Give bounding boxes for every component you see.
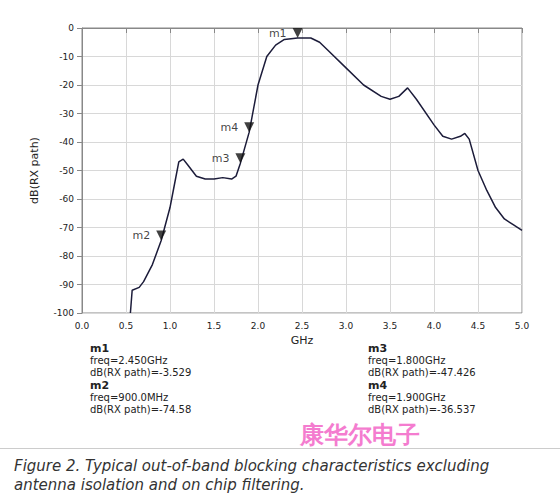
svg-text:3.5: 3.5 bbox=[383, 321, 397, 331]
svg-text:m2: m2 bbox=[132, 229, 150, 242]
svg-text:-60: -60 bbox=[59, 194, 74, 204]
svg-text:freq=2.450GHz: freq=2.450GHz bbox=[90, 355, 167, 366]
svg-text:-100: -100 bbox=[54, 308, 75, 318]
svg-text:freq=900.0MHz: freq=900.0MHz bbox=[90, 392, 168, 403]
svg-text:1.5: 1.5 bbox=[207, 321, 221, 331]
svg-text:3.0: 3.0 bbox=[339, 321, 354, 331]
svg-text:5.0: 5.0 bbox=[515, 321, 530, 331]
svg-text:m4: m4 bbox=[368, 379, 387, 392]
svg-text:0: 0 bbox=[68, 23, 74, 33]
svg-text:Figure 2. Typical out-of-band: Figure 2. Typical out-of-band blocking c… bbox=[14, 457, 494, 475]
svg-text:dB(RX path)=-47.426: dB(RX path)=-47.426 bbox=[368, 367, 476, 378]
svg-text:-40: -40 bbox=[59, 137, 74, 147]
svg-text:-90: -90 bbox=[59, 280, 74, 290]
svg-text:-50: -50 bbox=[59, 166, 74, 176]
svg-text:2.5: 2.5 bbox=[295, 321, 309, 331]
svg-text:-20: -20 bbox=[59, 80, 74, 90]
svg-text:dB(RX path)=-74.58: dB(RX path)=-74.58 bbox=[90, 404, 191, 415]
svg-text:0.5: 0.5 bbox=[119, 321, 133, 331]
svg-text:freq=1.800GHz: freq=1.800GHz bbox=[368, 355, 445, 366]
svg-text:freq=1.900GHz: freq=1.900GHz bbox=[368, 392, 445, 403]
svg-text:m3: m3 bbox=[368, 342, 387, 355]
svg-text:m1: m1 bbox=[90, 342, 109, 355]
svg-text:m2: m2 bbox=[90, 379, 109, 392]
svg-text:GHz: GHz bbox=[291, 334, 314, 347]
svg-text:4.5: 4.5 bbox=[471, 321, 485, 331]
svg-text:康华尔电子: 康华尔电子 bbox=[299, 421, 420, 449]
svg-text:-80: -80 bbox=[59, 251, 74, 261]
svg-text:m3: m3 bbox=[212, 152, 230, 165]
svg-text:0.0: 0.0 bbox=[75, 321, 90, 331]
svg-text:1.0: 1.0 bbox=[163, 321, 178, 331]
svg-text:2.0: 2.0 bbox=[251, 321, 266, 331]
svg-text:dB(RX path)=-3.529: dB(RX path)=-3.529 bbox=[90, 367, 191, 378]
svg-text:-30: -30 bbox=[59, 109, 74, 119]
svg-text:m4: m4 bbox=[220, 121, 238, 134]
svg-text:dB(RX path): dB(RX path) bbox=[28, 137, 41, 204]
svg-text:4.0: 4.0 bbox=[427, 321, 442, 331]
svg-text:dB(RX path)=-36.537: dB(RX path)=-36.537 bbox=[368, 404, 476, 415]
svg-text:-10: -10 bbox=[59, 52, 74, 62]
svg-text:m1: m1 bbox=[269, 27, 287, 40]
svg-text:-70: -70 bbox=[59, 223, 74, 233]
svg-text:antenna isolation and on chip: antenna isolation and on chip filtering. bbox=[14, 476, 305, 494]
